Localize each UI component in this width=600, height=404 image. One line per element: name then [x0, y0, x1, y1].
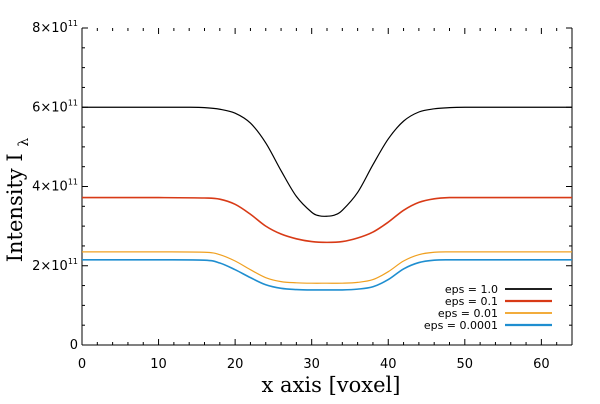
y-axis-title-main: Intensity I	[3, 153, 27, 262]
legend-label-4: eps = 0.0001	[424, 319, 498, 332]
legend-label-3: eps = 0.01	[438, 307, 498, 320]
series-line-1	[81, 106, 572, 217]
x-tick-label: 0	[78, 357, 86, 372]
y-tick-label-exponent: 11	[68, 178, 78, 187]
y-tick-label-base: 6×10	[32, 100, 68, 115]
y-tick-label: 2×1011	[32, 257, 78, 274]
plot-frame	[81, 28, 573, 346]
svg-text:Intensity I λ: Intensity I λ	[3, 138, 32, 263]
y-axis-title: Intensity I λ	[3, 138, 32, 263]
y-tick-label-base: 8×10	[32, 21, 68, 36]
x-tick-label: 40	[380, 357, 397, 372]
y-tick-label-exponent: 11	[68, 257, 78, 266]
y-tick-label: 8×1011	[32, 19, 78, 36]
y-tick-label-base: 4×10	[32, 180, 68, 195]
series-line-2	[82, 196, 572, 244]
series-line-4	[81, 258, 572, 291]
x-axis-ticks: 0 10 20 30 40 50 60	[78, 28, 573, 372]
y-tick-label: 6×1011	[32, 98, 78, 115]
x-tick-label: 60	[533, 357, 550, 372]
y-tick-label-base: 0	[70, 338, 78, 353]
y-tick-label: 4×1011	[32, 178, 78, 195]
legend-label-1: eps = 1.0	[445, 283, 498, 296]
y-tick-label-exponent: 11	[68, 98, 78, 107]
y-tick-label-exponent: 11	[68, 19, 78, 28]
series-lines	[81, 106, 572, 291]
x-tick-label: 50	[457, 357, 474, 372]
series-line-3	[81, 251, 572, 284]
x-tick-label: 30	[303, 357, 320, 372]
y-tick-label: 0	[70, 338, 78, 353]
x-tick-label: 20	[227, 357, 244, 372]
y-tick-label-base: 2×10	[32, 259, 68, 274]
y-axis-title-subscript: λ	[16, 138, 32, 147]
x-tick-label: 10	[150, 357, 167, 372]
legend-label-2: eps = 0.1	[445, 295, 498, 308]
x-axis-title: x axis [voxel]	[262, 373, 401, 397]
